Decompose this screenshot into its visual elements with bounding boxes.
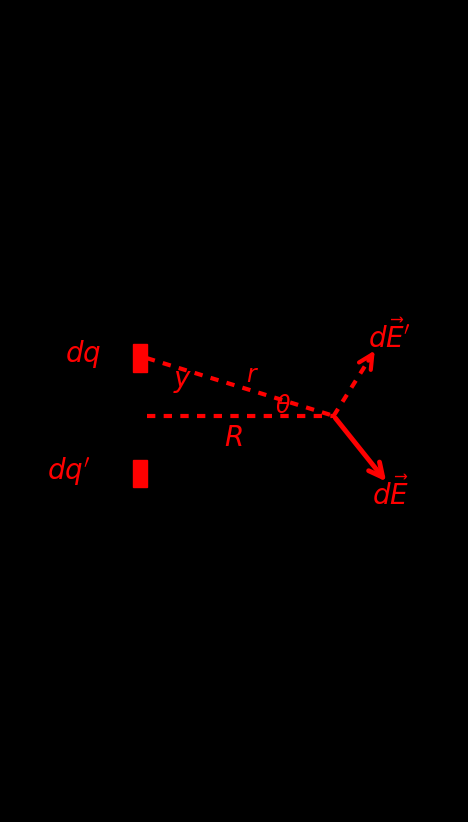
Text: $dq'$: $dq'$: [47, 455, 91, 487]
Text: $r$: $r$: [246, 364, 259, 387]
Text: $R$: $R$: [224, 426, 242, 452]
Text: $d\vec{E}$: $d\vec{E}$: [373, 478, 410, 511]
Bar: [133, 459, 147, 487]
Bar: [133, 344, 147, 372]
Text: $\theta$: $\theta$: [275, 395, 291, 418]
Text: $y$: $y$: [173, 367, 192, 395]
Text: $d\vec{E}'$: $d\vec{E}'$: [368, 321, 411, 354]
Text: $dq$: $dq$: [65, 339, 101, 370]
